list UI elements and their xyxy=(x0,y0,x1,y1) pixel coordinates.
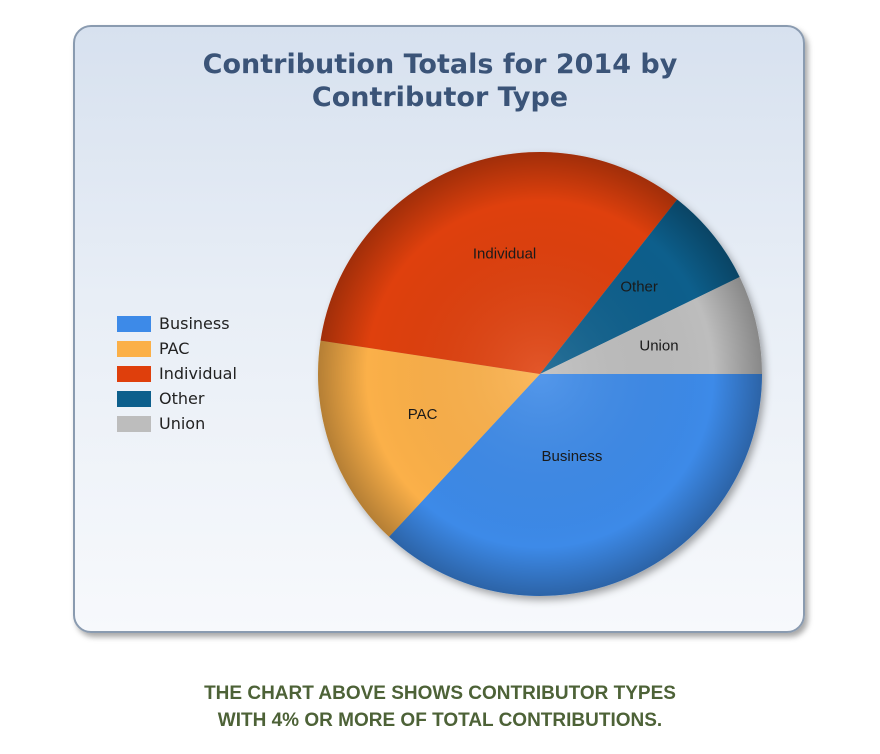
chart-legend: Business PAC Individual Other Union xyxy=(117,311,237,436)
slice-label-pac: PAC xyxy=(408,406,438,423)
slice-label-individual: Individual xyxy=(473,245,536,262)
slice-label-other: Other xyxy=(620,279,658,296)
chart-title: Contribution Totals for 2014 by Contribu… xyxy=(202,49,678,113)
legend-item-other: Other xyxy=(117,386,237,411)
pie-chart: Business PAC Individual Other Union xyxy=(318,152,762,596)
legend-swatch-individual xyxy=(117,365,151,382)
legend-swatch-business xyxy=(117,315,151,332)
caption-line-1: THE CHART ABOVE SHOWS CONTRIBUTOR TYPES xyxy=(204,683,676,704)
legend-swatch-pac xyxy=(117,340,151,357)
legend-label-business: Business xyxy=(159,314,230,333)
slice-label-business: Business xyxy=(542,448,603,465)
legend-item-individual: Individual xyxy=(117,361,237,386)
legend-label-union: Union xyxy=(159,414,206,433)
legend-item-business: Business xyxy=(117,311,237,336)
caption-line-2: WITH 4% OR MORE OF TOTAL CONTRIBUTIONS. xyxy=(217,710,663,731)
legend-item-pac: PAC xyxy=(117,336,237,361)
legend-item-union: Union xyxy=(117,411,237,436)
legend-label-individual: Individual xyxy=(159,364,237,383)
legend-swatch-union xyxy=(117,415,151,432)
legend-swatch-other xyxy=(117,390,151,407)
slice-label-union: Union xyxy=(639,338,678,355)
chart-caption: THE CHART ABOVE SHOWS CONTRIBUTOR TYPES … xyxy=(0,680,880,734)
legend-label-other: Other xyxy=(159,389,205,408)
legend-label-pac: PAC xyxy=(159,339,190,358)
